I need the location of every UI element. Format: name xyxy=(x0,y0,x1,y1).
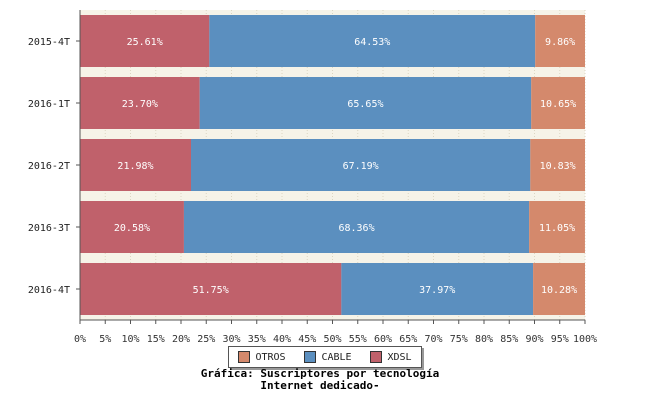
x-tick-label: 5% xyxy=(99,334,111,345)
category-label: 2015-4T xyxy=(28,37,70,48)
bar-segment-otros xyxy=(531,77,585,129)
data-label: 9.86% xyxy=(545,37,575,48)
category-label: 2016-1T xyxy=(28,99,70,110)
x-tick-label: 75% xyxy=(450,334,468,345)
bar-segment-cable xyxy=(209,15,536,67)
x-tick-label: 20% xyxy=(172,334,190,345)
x-tick-label: 35% xyxy=(248,334,266,345)
x-tick-label: 100% xyxy=(573,334,597,345)
x-tick-label: 45% xyxy=(298,334,316,345)
bar-segment-xdsl xyxy=(80,15,210,67)
data-label: 37.97% xyxy=(419,285,455,296)
bar-segment-xdsl xyxy=(80,201,184,253)
data-label: 21.98% xyxy=(117,161,153,172)
category-label: 2016-3T xyxy=(28,223,70,234)
x-tick-label: 90% xyxy=(525,334,543,345)
data-label: 68.36% xyxy=(338,223,374,234)
x-tick-label: 50% xyxy=(323,334,341,345)
legend-swatch-xdsl xyxy=(370,351,383,363)
bar-segment-otros xyxy=(530,139,585,191)
data-label: 23.70% xyxy=(122,99,158,110)
x-tick-label: 80% xyxy=(475,334,493,345)
bar-segment-xdsl xyxy=(80,139,191,191)
legend-label-otros: OTROS xyxy=(255,351,286,363)
data-label: 65.65% xyxy=(347,99,383,110)
x-tick-label: 55% xyxy=(349,334,367,345)
category-label: 2016-2T xyxy=(28,161,70,172)
bar-segment-cable xyxy=(190,139,531,191)
chart-caption: Gráfica: Suscriptores por tecnología Int… xyxy=(160,368,480,392)
chart-caption-line-1: Gráfica: Suscriptores por tecnología xyxy=(200,367,440,380)
legend: OTROS CABLE XDSL xyxy=(228,346,422,368)
bars-group: 25.61% 64.53% 9.86% 23.70% 65.65% 10.65% 21.98… xyxy=(80,15,585,315)
data-label: 67.19% xyxy=(343,161,379,172)
legend-label-xdsl: XDSL xyxy=(387,351,412,363)
x-tick-label: 65% xyxy=(399,334,417,345)
data-label: 25.61% xyxy=(127,37,163,48)
legend-item-otros: OTROS xyxy=(238,351,286,363)
bar-segment-xdsl xyxy=(80,263,342,315)
x-tick-label: 25% xyxy=(197,334,215,345)
x-tick-label: 0% xyxy=(74,334,86,345)
category-label: 2016-4T xyxy=(28,285,70,296)
bar-segment-cable xyxy=(341,263,534,315)
bar-segment-cable xyxy=(183,201,530,253)
legend-label-cable: CABLE xyxy=(321,351,352,363)
x-tick-label: 15% xyxy=(147,334,165,345)
data-label: 10.65% xyxy=(540,99,576,110)
bar-segment-otros xyxy=(535,15,585,67)
data-label: 10.28% xyxy=(541,285,577,296)
legend-item-xdsl: XDSL xyxy=(370,351,412,363)
x-tick-label: 60% xyxy=(374,334,392,345)
data-label: 11.05% xyxy=(539,223,575,234)
x-tick-label: 85% xyxy=(500,334,518,345)
legend-item-cable: CABLE xyxy=(304,351,352,363)
data-label: 64.53% xyxy=(354,37,390,48)
chart-caption-line-2: Internet dedicado- xyxy=(260,379,380,392)
axes-group: 2015-4T 2016-1T 2016-2T 2016-3T 2016-4T 0% 5% 1… xyxy=(28,10,597,345)
x-tick-label: 70% xyxy=(424,334,442,345)
bar-segment-cable xyxy=(199,77,532,129)
x-tick-label: 10% xyxy=(121,334,139,345)
bar-segment-xdsl xyxy=(80,77,200,129)
data-label: 20.58% xyxy=(114,223,150,234)
legend-swatch-cable xyxy=(304,351,317,363)
data-label: 51.75% xyxy=(193,285,229,296)
legend-swatch-otros xyxy=(238,351,251,363)
data-label: 10.83% xyxy=(540,161,576,172)
bar-segment-otros xyxy=(533,263,585,315)
x-tick-label: 40% xyxy=(273,334,291,345)
x-tick-label: 95% xyxy=(551,334,569,345)
x-tick-label: 30% xyxy=(222,334,240,345)
bar-segment-otros xyxy=(529,201,585,253)
